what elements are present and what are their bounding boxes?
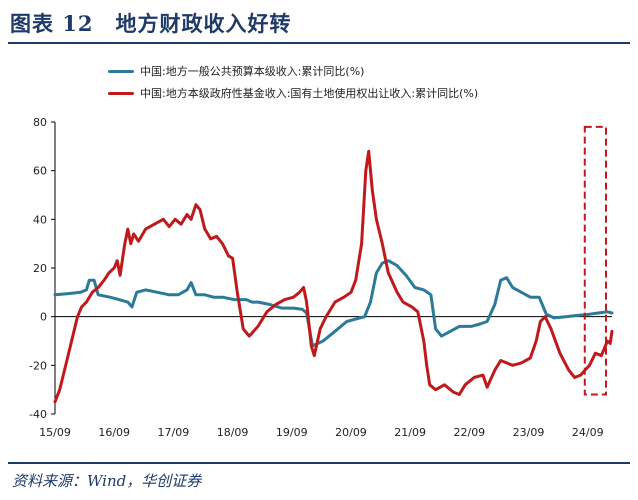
line-chart: 80 60 40 20 0 -20 -40 15/09 16/09 17/09 18/09 19/09… xyxy=(29,116,614,439)
x-tick-label: 23/09 xyxy=(513,426,545,439)
footer-divider xyxy=(8,462,630,464)
legend-label-general: 中国:地方一般公共预算本级收入:累计同比(%) xyxy=(140,65,365,78)
chart-legend: 中国:地方一般公共预算本级收入:累计同比(%) 中国:地方本级政府性基金收入:国… xyxy=(108,60,478,104)
x-tick-label: 22/09 xyxy=(453,426,485,439)
legend-item-land: 中国:地方本级政府性基金收入:国有土地使用权出让收入:累计同比(%) xyxy=(108,82,478,104)
x-tick-label: 18/09 xyxy=(217,426,249,439)
highlight-box xyxy=(583,125,608,396)
series-line-general-budget xyxy=(53,259,614,348)
highlight-box-group xyxy=(583,125,608,396)
legend-label-land: 中国:地方本级政府性基金收入:国有土地使用权出让收入:累计同比(%) xyxy=(140,87,479,100)
y-tick-label: 0 xyxy=(40,311,47,324)
x-tick-label: 24/09 xyxy=(572,426,604,439)
legend-swatch-land xyxy=(108,91,134,95)
y-tick-label: 40 xyxy=(33,213,47,226)
page-title: 图表 12 地方财政收入好转 xyxy=(10,11,292,36)
legend-item-general: 中国:地方一般公共预算本级收入:累计同比(%) xyxy=(108,60,478,82)
series-line-land-transfer xyxy=(53,149,614,404)
chart-axes: 80 60 40 20 0 -20 -40 15/09 16/09 17/09 18/09 19/09… xyxy=(29,116,612,439)
source-note: 资料来源：Wind，华创证券 xyxy=(12,472,202,490)
title-divider xyxy=(8,42,630,44)
x-tick-label: 15/09 xyxy=(39,426,71,439)
y-tick-label: 20 xyxy=(33,262,47,275)
legend-swatch-general xyxy=(108,69,134,73)
x-tick-label: 20/09 xyxy=(335,426,367,439)
x-tick-label: 19/09 xyxy=(276,426,308,439)
chart-series xyxy=(53,149,614,404)
y-tick-label: 80 xyxy=(33,116,47,129)
y-tick-label: -40 xyxy=(29,408,47,421)
x-tick-label: 17/09 xyxy=(158,426,190,439)
y-tick-label: -20 xyxy=(29,359,47,372)
x-tick-label: 21/09 xyxy=(394,426,426,439)
y-tick-label: 60 xyxy=(33,165,47,178)
x-tick-label: 16/09 xyxy=(98,426,130,439)
